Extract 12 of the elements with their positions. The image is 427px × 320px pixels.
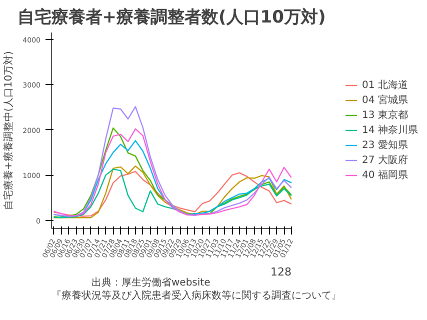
source-note: 出典：厚生労働省website	[92, 276, 210, 288]
chart-title: 自宅療養者+療養調整者数(人口10万対)	[17, 8, 326, 28]
y-axis-title: 自宅療養+療養調整中(人口10万対)	[2, 50, 15, 210]
legend-label: 04 宮城県	[362, 94, 408, 106]
legend-label: 13 東京都	[362, 108, 408, 122]
legend-label: 01 北海道	[362, 78, 408, 92]
line-series	[53, 106, 292, 217]
legend-label: 23 愛知県	[362, 138, 408, 152]
legend-label: 40 福岡県	[362, 168, 408, 182]
text: 128	[270, 266, 292, 278]
legend-label: 14 神奈川県	[362, 124, 418, 136]
legend-label: 27 大阪府	[362, 154, 408, 166]
